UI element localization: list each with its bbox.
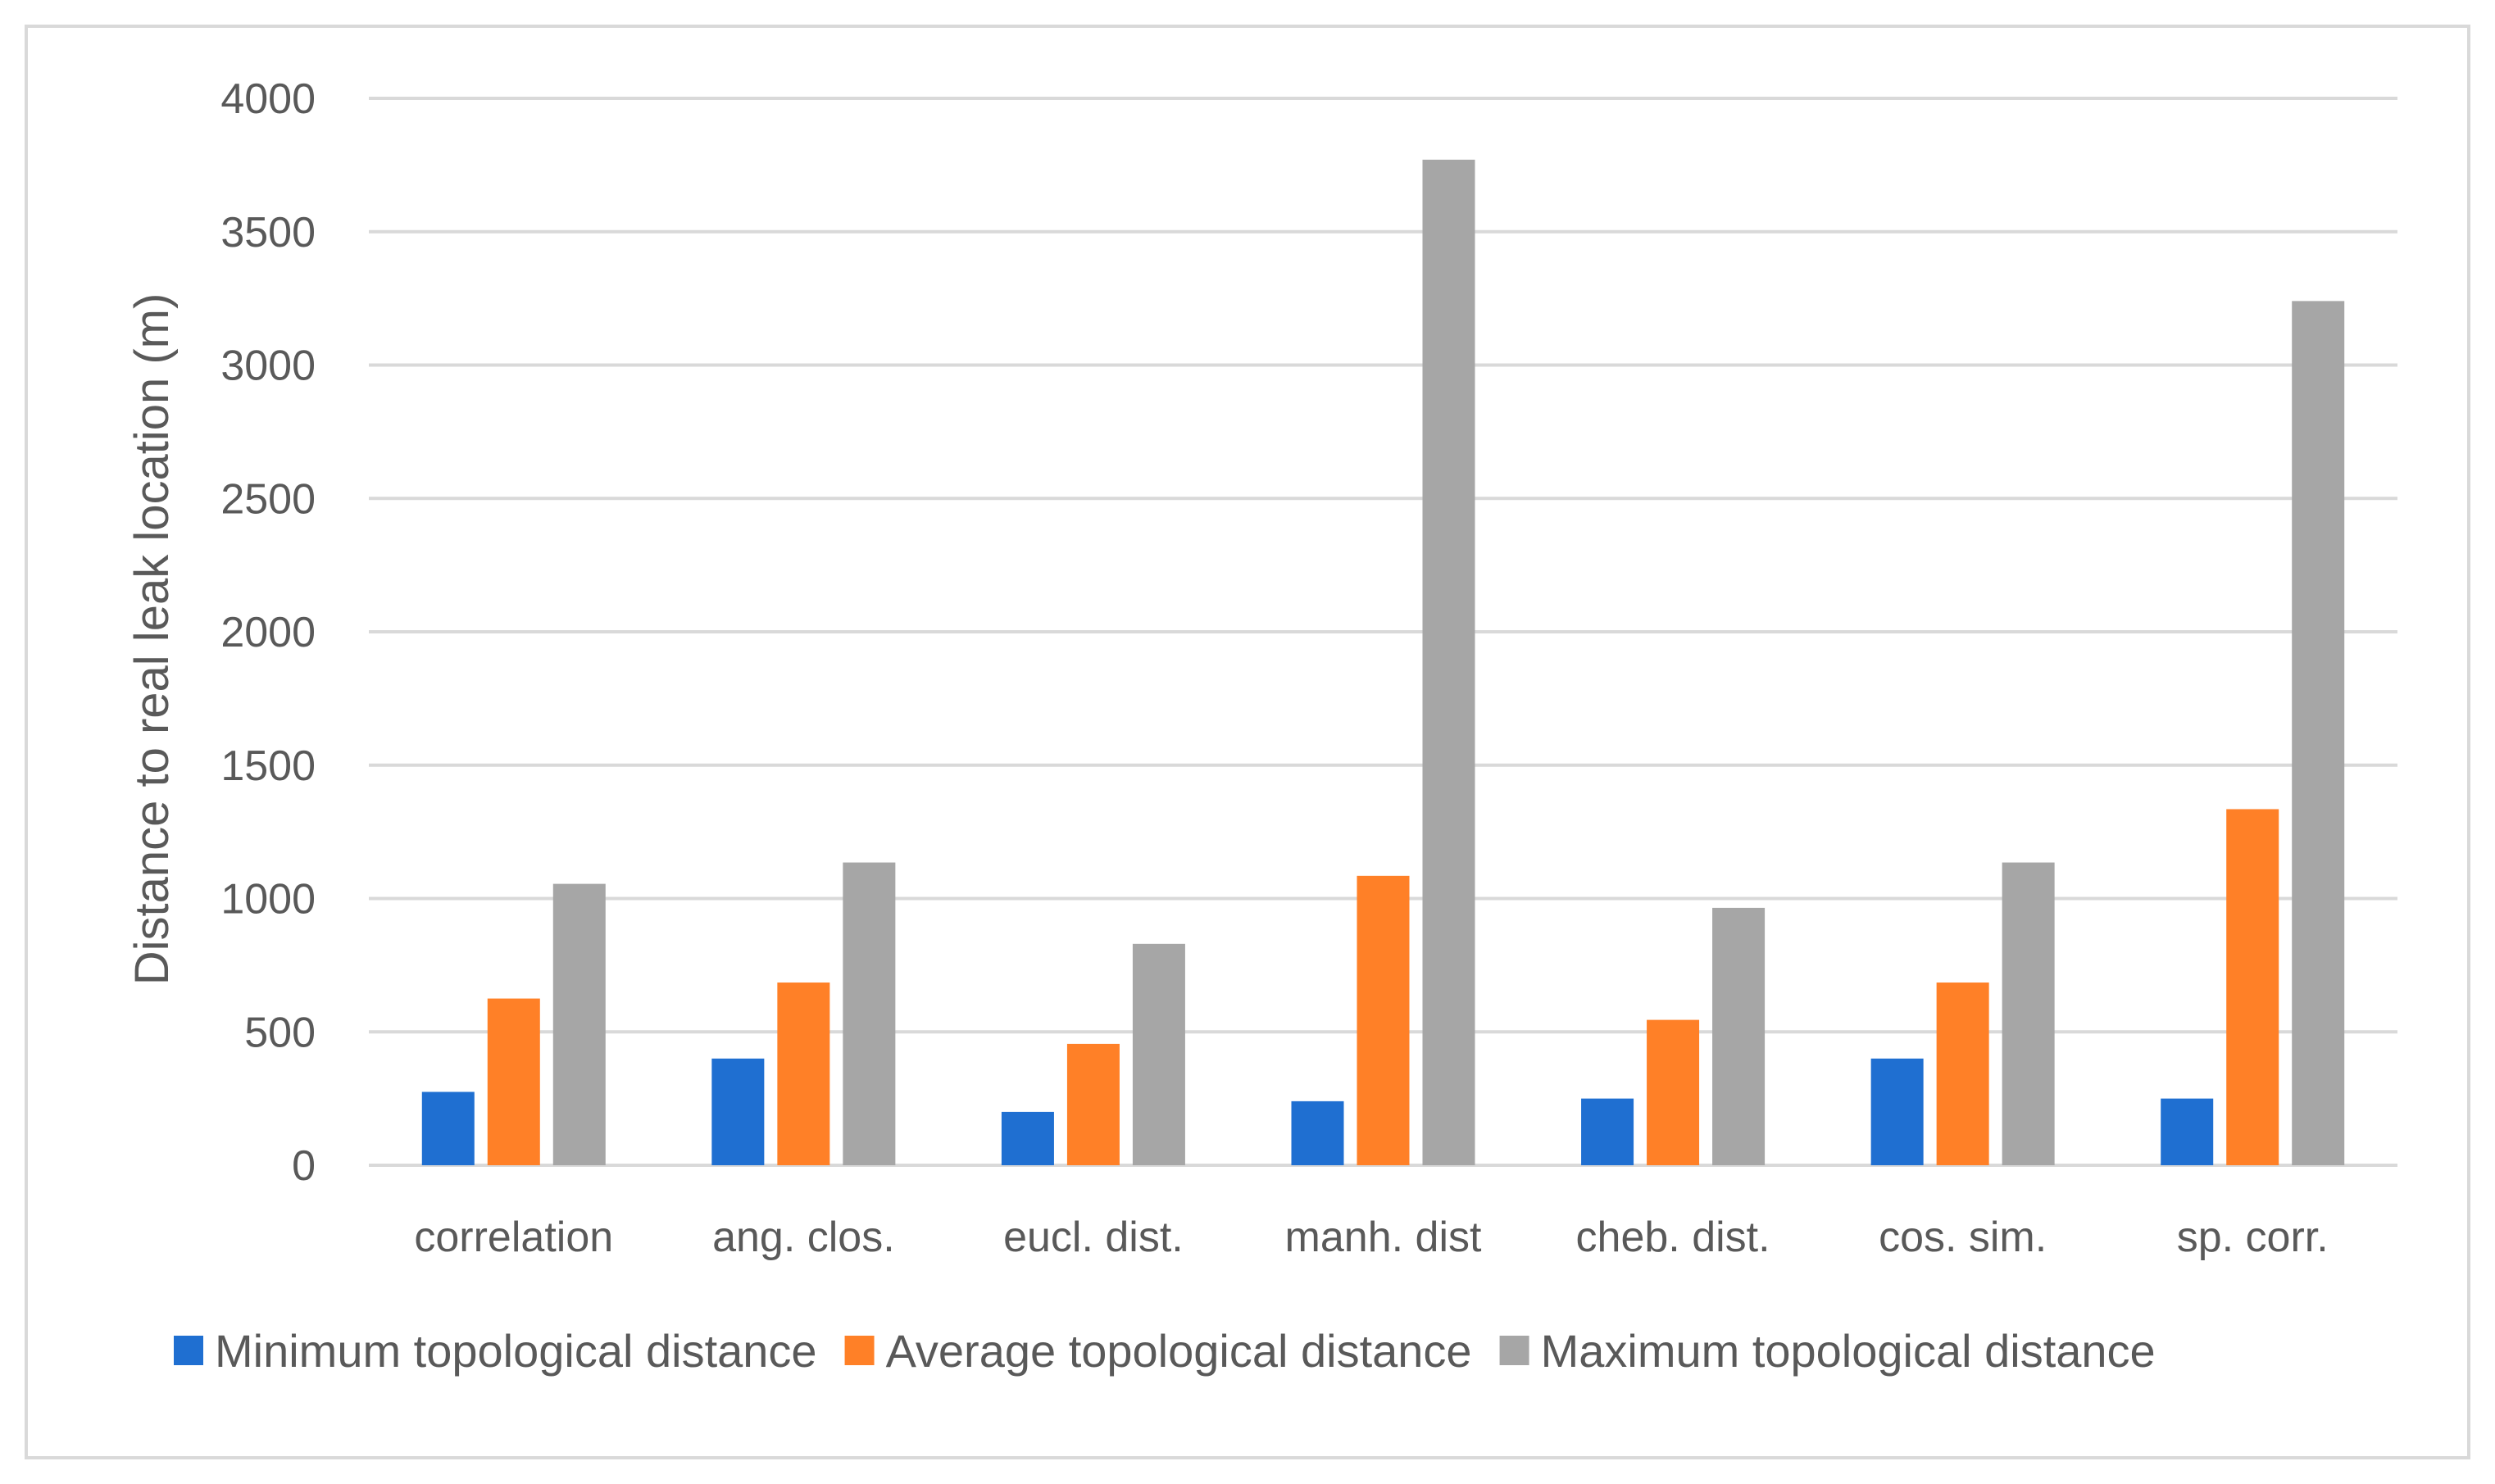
legend-label-2: Maximum topological distance (1541, 1325, 2156, 1377)
legend-swatch-2 (1499, 1336, 1529, 1365)
y-axis-ticks: 0 500 1000 1500 2000 2500 3000 3500 4000 (220, 75, 316, 1190)
bar-2-1 (1066, 1043, 1120, 1165)
bars (421, 159, 2345, 1166)
bar-5-1 (1936, 983, 1989, 1165)
legend-label-1: Average topological distance (886, 1325, 1472, 1377)
y-tick-label-7: 3500 (220, 209, 316, 256)
bar-6-2 (2292, 301, 2345, 1165)
bar-4-0 (1581, 1098, 1634, 1165)
y-tick-label-4: 2000 (220, 609, 316, 656)
bar-4-2 (1712, 907, 1766, 1165)
gridlines (369, 97, 2397, 1167)
bar-0-1 (487, 998, 540, 1165)
bar-6-0 (2161, 1098, 2214, 1165)
y-tick-label-5: 2500 (220, 475, 316, 523)
y-axis-label: Distance to real leak location (m) (125, 293, 179, 986)
bar-1-1 (777, 983, 830, 1165)
x-tick-label-3: manh. dist (1285, 1214, 1482, 1261)
bar-3-0 (1291, 1101, 1344, 1165)
bar-6-1 (2226, 809, 2279, 1165)
bar-4-1 (1647, 1019, 1700, 1165)
y-tick-label-2: 1000 (220, 876, 316, 924)
x-axis-ticks: correlation ang. clos. eucl. dist. manh. di… (414, 1214, 2328, 1261)
x-tick-label-1: ang. clos. (712, 1214, 895, 1261)
bar-5-0 (1870, 1058, 1924, 1165)
bar-1-2 (843, 862, 896, 1165)
chart-frame (25, 25, 2470, 1459)
legend-swatch-0 (174, 1336, 203, 1365)
bar-1-0 (711, 1058, 765, 1165)
bar-0-2 (552, 883, 606, 1165)
bar-0-0 (421, 1091, 475, 1165)
legend-swatch-1 (844, 1336, 875, 1365)
y-tick-label-6: 3000 (220, 343, 316, 390)
y-tick-label-8: 4000 (220, 75, 316, 123)
x-tick-label-5: cos. sim. (1879, 1214, 2047, 1261)
x-tick-label-2: eucl. dist. (1003, 1214, 1184, 1261)
x-tick-label-0: correlation (414, 1214, 613, 1261)
y-tick-label-1: 500 (244, 1009, 316, 1056)
bar-2-2 (1132, 943, 1185, 1165)
y-tick-label-3: 1500 (220, 742, 316, 790)
x-tick-label-4: cheb. dist. (1576, 1214, 1770, 1261)
legend-label-0: Minimum topological distance (215, 1325, 817, 1377)
bar-3-1 (1357, 875, 1410, 1165)
y-tick-label-0: 0 (292, 1142, 316, 1190)
bar-3-2 (1422, 159, 1475, 1166)
legend: Minimum topological distance Average topo… (174, 1325, 2156, 1377)
bar-2-0 (1001, 1111, 1054, 1165)
bar-5-2 (2002, 862, 2055, 1165)
x-tick-label-6: sp. corr. (2177, 1214, 2329, 1261)
